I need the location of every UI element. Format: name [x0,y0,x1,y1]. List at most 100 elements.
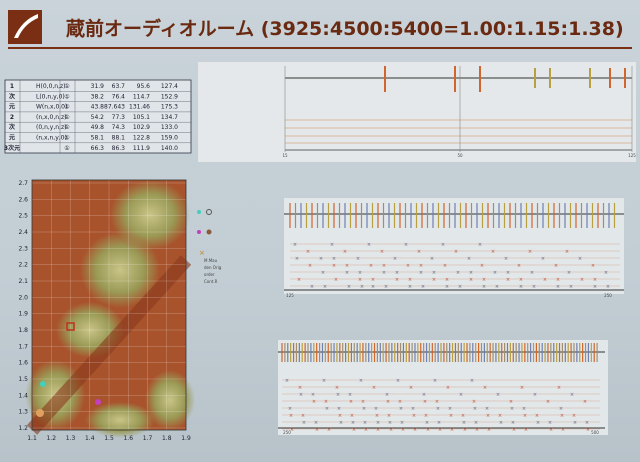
cross: × [469,277,473,283]
cross: × [470,378,474,384]
y-tick-label: 1.4 [18,392,28,399]
y-tick-label: 2.4 [18,229,28,236]
cross: × [549,427,553,433]
cross: × [524,427,528,433]
cross: × [332,256,336,262]
table-cell: 105.1 [133,114,150,121]
cross: × [533,392,537,398]
cross: × [330,242,334,248]
cross: × [443,263,447,269]
cross: × [393,256,397,262]
cross: × [493,270,497,276]
cross: × [306,249,310,255]
cross: × [389,427,393,433]
cross: × [473,406,477,412]
cross: × [559,406,563,412]
cross: × [289,413,293,419]
contour-markers [36,322,101,417]
top-chart-bg [198,62,636,162]
cross: × [288,406,292,412]
table-cell: 131.46 [129,104,150,111]
cross: × [312,399,316,405]
cross: × [421,284,425,290]
cross: × [376,420,380,426]
cross: × [325,406,329,412]
logo-mark [14,14,38,38]
cross: × [580,277,584,283]
cross: × [408,284,412,290]
axis-label: 500 [591,430,599,435]
x-tick-label: 1.2 [46,435,56,442]
cross: × [311,392,315,398]
cross: × [424,413,428,419]
cross: × [517,263,521,269]
y-tick-label: 1.2 [18,425,28,432]
cross: × [506,277,510,283]
cross: × [573,420,577,426]
cross: × [374,406,378,412]
table-cell: 49.8 [91,124,105,131]
cross: × [369,263,373,269]
cross: × [412,413,416,419]
cross: × [376,427,380,433]
table-cell: 140.0 [161,145,178,152]
cross: × [585,420,589,426]
cross: × [472,399,476,405]
cross: × [382,263,386,269]
table-cell: 63.7 [112,83,126,90]
cross: × [482,284,486,290]
cross: × [504,256,508,262]
cross: × [450,427,454,433]
cross: × [467,256,471,262]
cross: × [301,413,305,419]
cross: × [578,256,582,262]
table-cell: L(0,n,y,0) [36,93,65,100]
table-cell: 175.3 [161,104,178,111]
cross: × [367,242,371,248]
cross: × [509,399,513,405]
cross: × [463,427,467,433]
cross: × [483,385,487,391]
cross: × [409,385,413,391]
table-cell: 76.4 [112,93,126,100]
cross: × [387,413,391,419]
cross: × [400,420,404,426]
table-cell: 77.3 [112,114,126,121]
cross: × [364,427,368,433]
cross: × [441,242,445,248]
top-rows [285,119,632,144]
top-lines [384,66,626,92]
cross: × [591,263,595,269]
table-cell: 114.7 [133,93,150,100]
cross: × [510,406,514,412]
y-tick-label: 2.2 [18,262,28,269]
cross: × [478,242,482,248]
cross: × [474,420,478,426]
cross: × [362,406,366,412]
cross: × [561,427,565,433]
cross: × [554,263,558,269]
table-cell: 31.9 [91,83,105,90]
cross: × [363,420,367,426]
table-cell: 54.2 [91,114,105,121]
cross: × [532,284,536,290]
cross: × [315,427,319,433]
cross: × [482,277,486,283]
cross: × [485,406,489,412]
table-cell: 122.8 [133,135,150,142]
table-cell: 111.9 [133,145,150,152]
table-cell: 86.3 [112,145,126,152]
cross: × [345,263,349,269]
cross: × [347,284,351,290]
table-cell: W(n,x,0,0) [36,104,67,111]
ridge [26,255,192,435]
x-tick-label: 1.4 [85,435,95,442]
cross: × [491,249,495,255]
y-tick-label: 1.3 [18,409,28,416]
cross: × [375,413,379,419]
cross: × [386,399,390,405]
cross: × [408,277,412,283]
cross: × [349,399,353,405]
cross: × [398,399,402,405]
table-cell: 74.3 [112,124,126,131]
